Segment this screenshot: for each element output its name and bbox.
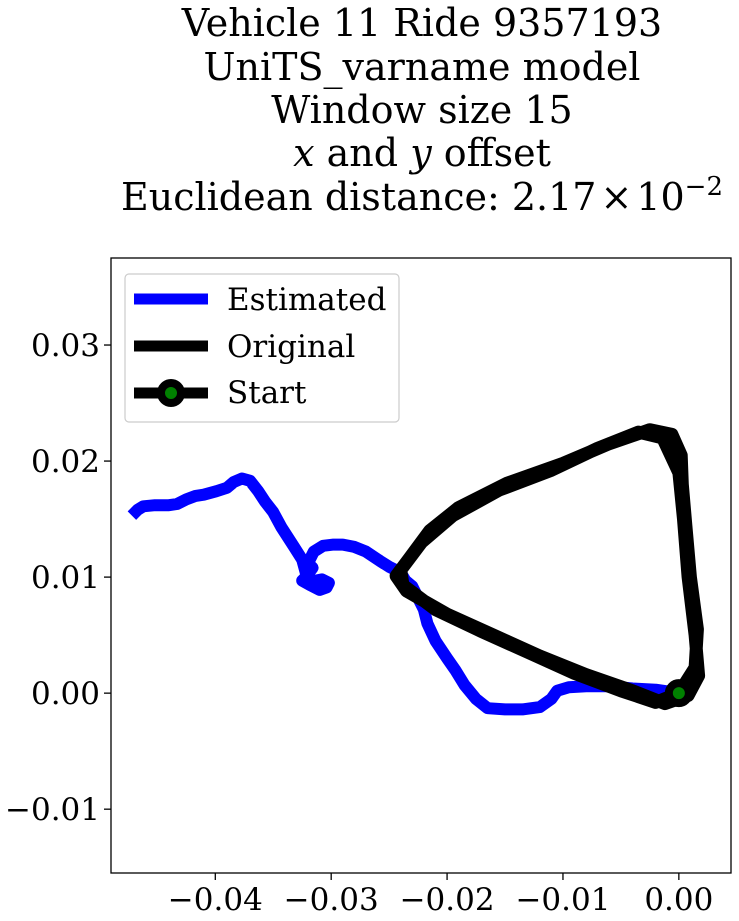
series-estimated-line	[127, 472, 680, 716]
title-distance-prefix: Euclidean distance: 2.17	[121, 175, 596, 219]
x-axis: −0.04 −0.03 −0.02 −0.01 0.00	[168, 873, 713, 918]
plot-frame	[110, 257, 732, 874]
x-tick-label: −0.04	[168, 882, 263, 918]
legend-start-label: Start	[227, 375, 307, 411]
title-line-3: Window size 15	[271, 88, 572, 132]
title-offset: offset	[432, 131, 551, 175]
title-line-1: Vehicle 11 Ride 9357193	[181, 1, 662, 45]
y-tick-label: 0.03	[31, 328, 100, 364]
x-tick-label: −0.03	[284, 882, 379, 918]
title-and: and	[315, 131, 411, 175]
x-tick-label: 0.00	[644, 882, 713, 918]
y-tick-label: 0.02	[31, 444, 100, 480]
y-tick-label: −0.01	[5, 792, 100, 828]
y-axis: −0.01 0.00 0.01 0.02 0.03	[5, 328, 111, 828]
title-base: 10	[636, 175, 684, 219]
series-original-line	[389, 423, 706, 711]
legend-estimated-label: Estimated	[227, 282, 386, 318]
legend: Estimated Original Start	[124, 273, 400, 423]
legend-start-swatch-marker	[157, 379, 185, 407]
title-line-2: UniTS_varname model	[204, 45, 641, 90]
chart-title: Vehicle 11 Ride 9357193 UniTS_varname mo…	[121, 1, 723, 219]
y-tick-label: 0.00	[31, 676, 100, 712]
legend-box	[124, 273, 400, 423]
x-tick-label: −0.02	[400, 882, 495, 918]
title-times: ×	[600, 175, 632, 219]
title-line-5: Euclidean distance: 2.17 × 10−2	[121, 172, 723, 219]
title-var-y: y	[408, 131, 432, 175]
title-var-x: x	[293, 131, 314, 175]
x-tick-label: −0.01	[515, 882, 610, 918]
legend-original-label: Original	[227, 329, 355, 365]
start-marker	[664, 679, 693, 708]
series-layer	[127, 423, 706, 716]
y-tick-label: 0.01	[31, 560, 100, 596]
title-line-4: x and y offset	[293, 131, 551, 175]
title-exponent: −2	[685, 172, 723, 202]
